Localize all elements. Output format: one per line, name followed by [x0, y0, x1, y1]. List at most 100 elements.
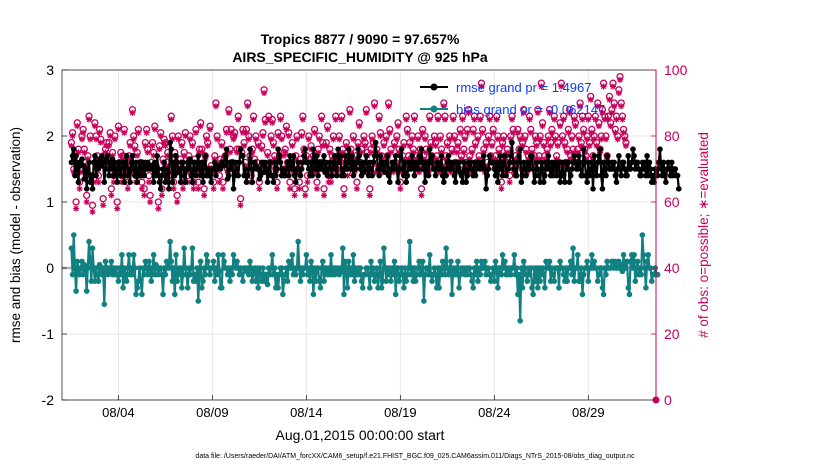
rmse-point: [196, 166, 203, 172]
obs-evaluated-stroke: [193, 130, 199, 136]
rmse-point: [234, 166, 240, 172]
bias-point: [491, 278, 498, 285]
obs-evaluated-marker: [548, 129, 555, 136]
obs-evaluated-marker: [277, 116, 284, 123]
bias-point: [204, 258, 211, 265]
obs-evaluated-stroke: [81, 149, 87, 156]
obs-evaluated-stroke: [395, 123, 401, 129]
rmse-point: [377, 153, 384, 159]
obs-evaluated-stroke: [92, 123, 98, 129]
obs-evaluated-marker: [291, 192, 298, 199]
obs-evaluated-stroke: [391, 143, 398, 149]
bias-point: [343, 265, 350, 271]
rmse-point: [93, 172, 99, 179]
obs-evaluated-stroke: [255, 143, 261, 149]
rmse-point: [516, 153, 522, 159]
rmse-point: [540, 179, 547, 185]
obs-evaluated-stroke: [404, 130, 411, 136]
rmse-point: [150, 179, 157, 185]
obs-evaluated-stroke: [532, 136, 539, 142]
rmse-point: [297, 172, 304, 179]
obs-evaluated-stroke: [321, 192, 327, 199]
obs-evaluated-stroke: [299, 133, 305, 139]
rmse-point: [130, 166, 137, 172]
rmse-point: [372, 139, 379, 146]
obs-evaluated-marker: [409, 136, 416, 143]
rmse-point: [129, 153, 136, 159]
obs-evaluated-marker: [366, 192, 373, 199]
rmse-point: [244, 172, 251, 179]
obs-evaluated-stroke: [579, 116, 586, 123]
obs-evaluated-stroke: [108, 192, 114, 199]
obs-evaluated-marker: [91, 123, 98, 130]
obs-evaluated-marker: [336, 136, 343, 143]
bias-point: [401, 285, 407, 291]
obs-possible-marker: [83, 191, 91, 200]
obs-evaluated-marker: [539, 123, 546, 130]
obs-evaluated-marker: [286, 185, 293, 192]
obs-evaluated-stroke: [245, 103, 251, 109]
obs-evaluated-stroke: [610, 83, 616, 90]
obs-evaluated-stroke: [121, 130, 127, 136]
obs-evaluated-stroke: [216, 179, 223, 185]
rmse-point: [644, 153, 650, 159]
obs-evaluated-marker: [493, 116, 500, 123]
rmse-point: [284, 159, 291, 166]
rmse-point: [354, 159, 360, 166]
bias-point: [166, 265, 172, 271]
obs-evaluated-marker: [346, 109, 353, 116]
bias-point: [215, 252, 222, 258]
rmse-point: [102, 166, 109, 172]
obs-evaluated-marker: [600, 83, 607, 90]
obs-evaluated-stroke: [107, 133, 113, 139]
rmse-point: [435, 159, 441, 166]
rmse-point: [352, 166, 359, 172]
rmse-point: [309, 172, 316, 179]
x-tick-label: 08/19: [384, 405, 417, 420]
obs-evaluated-stroke: [162, 143, 169, 149]
obs-evaluated-stroke: [125, 186, 131, 192]
obs-evaluated-marker: [564, 149, 571, 156]
obs-evaluated-marker: [551, 116, 558, 123]
rmse-point: [123, 153, 130, 159]
rmse-point: [328, 166, 334, 172]
bias-point: [519, 285, 526, 291]
bias-point: [571, 278, 578, 285]
rmse-point: [245, 166, 252, 172]
rmse-point: [100, 159, 106, 166]
bias-point: [177, 265, 184, 271]
rmse-point: [483, 186, 489, 192]
rmse-point: [656, 159, 662, 166]
rmse-point: [404, 172, 411, 179]
bias-point: [377, 258, 384, 265]
obs-evaluated-stroke: [300, 116, 306, 123]
bias-point: [101, 301, 108, 308]
bias-point: [546, 258, 553, 265]
obs-evaluated-marker: [93, 136, 100, 143]
obs-evaluated-marker: [457, 129, 464, 136]
rmse-point: [288, 166, 294, 172]
rmse-point: [376, 172, 383, 179]
obs-evaluated-stroke: [526, 116, 533, 123]
bias-point: [470, 285, 476, 291]
bias-point: [179, 285, 185, 291]
obs-evaluated-stroke: [618, 103, 624, 109]
rmse-point: [542, 172, 548, 179]
obs-evaluated-marker: [558, 83, 565, 90]
obs-evaluated-stroke: [350, 136, 356, 142]
rmse-point: [397, 153, 404, 159]
bias-point: [495, 285, 501, 291]
obs-evaluated-stroke: [479, 130, 486, 136]
obs-evaluated-stroke: [422, 136, 428, 142]
obs-evaluated-marker: [256, 185, 263, 192]
rmse-point: [611, 159, 617, 166]
bias-point: [600, 291, 607, 298]
bias-point: [255, 285, 261, 291]
bias-point: [356, 271, 363, 278]
obs-evaluated-stroke: [407, 143, 413, 149]
obs-evaluated-marker: [73, 205, 80, 212]
obs-evaluated-stroke: [203, 136, 210, 142]
obs-possible-marker: [107, 185, 115, 193]
obs-evaluated-stroke: [127, 143, 133, 149]
bias-series: [68, 232, 661, 324]
